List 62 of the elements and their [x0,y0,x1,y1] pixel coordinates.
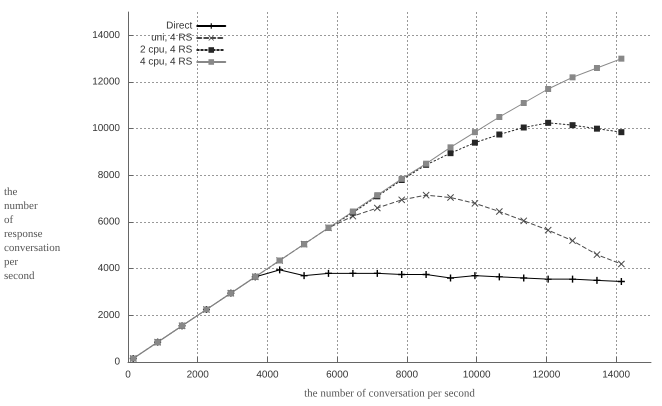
x-tick-label: 2000 [186,370,210,380]
point [398,196,406,204]
point [570,74,576,80]
point [496,273,503,280]
y-axis-title: the number of response conversation per second [4,186,61,282]
point [349,270,356,277]
x-tick-label: 6000 [326,370,349,380]
point [472,129,478,136]
legend-label: 4 cpu, 4 RS [140,56,193,68]
x-tick-label: 14000 [602,370,630,380]
point [471,200,478,207]
point [594,126,600,132]
x-tick-label: 10000 [462,370,492,380]
point [618,56,624,62]
point [374,270,381,277]
point [544,226,552,234]
point [520,217,528,224]
x-tick-label: 8000 [396,370,418,380]
point [569,276,576,283]
point [496,132,502,138]
point [520,124,527,130]
point [398,271,406,278]
legend-label: uni, 4 RS [151,32,193,44]
point [520,100,527,106]
x-tick-label: 0 [125,370,132,380]
y-tick-label: 6000 [98,216,120,228]
y-tick-label: 8000 [98,170,120,181]
point [618,129,624,136]
point [472,140,478,146]
y-tick-label: 4000 [98,263,120,274]
point [276,266,284,274]
point [471,272,478,280]
point [520,274,528,282]
point [496,208,503,215]
y-tick-label: 14000 [92,30,120,41]
y-tick-label: 10000 [92,123,120,134]
x-tick-label: 4000 [256,370,280,380]
point [545,120,552,126]
point [496,114,502,120]
point [324,270,332,277]
point [593,251,600,258]
point [448,150,454,156]
x-tick-label: 12000 [532,370,561,380]
point [447,194,454,201]
point [618,260,625,268]
y-tick-label: 2000 [98,310,120,321]
point [569,237,576,244]
point [594,65,600,71]
point [593,276,600,284]
y-tick-label: 0 [114,356,120,368]
point [570,122,576,128]
point [618,278,625,285]
legend-label: Direct [166,20,192,32]
point [300,272,308,280]
x-axis-title: the number of conversation per second [304,388,476,400]
point [448,144,454,150]
legend-label: 2 cpu, 4 RS [140,44,193,56]
point [422,192,430,199]
point [422,271,430,278]
point [545,86,552,92]
point [544,276,552,283]
y-tick-label: 12000 [92,76,120,88]
